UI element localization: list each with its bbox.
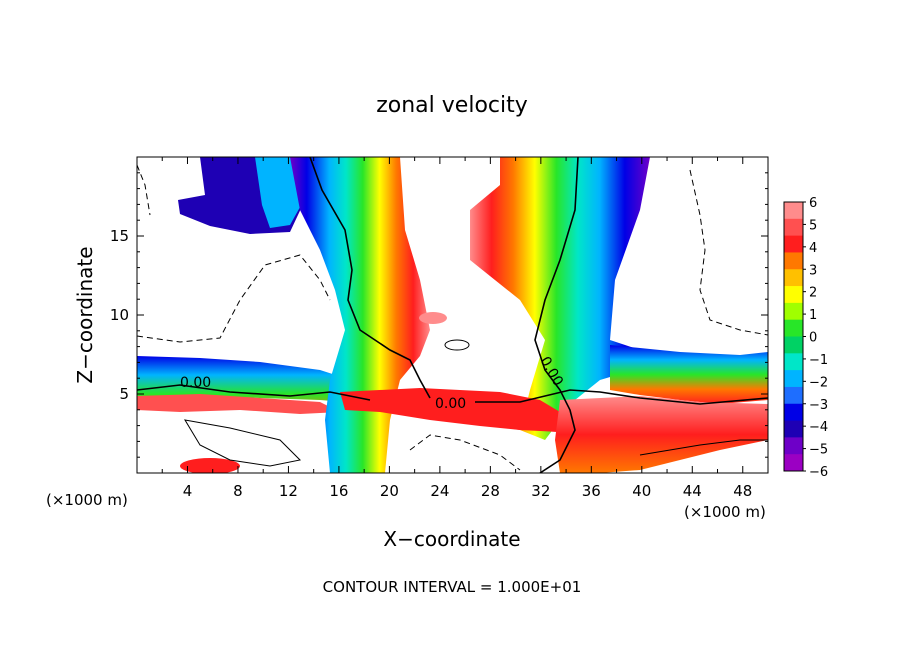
colorbar-segment <box>784 235 803 253</box>
contour-solid-lower-left <box>184 419 302 467</box>
colorbar-label: 1 <box>809 308 817 323</box>
field-right-jet <box>470 157 650 440</box>
colorbar-segment <box>784 269 803 287</box>
x-tick-label: 28 <box>481 482 500 500</box>
contour-label-center: 0.00 <box>435 396 466 412</box>
contour-lower-right <box>639 439 768 456</box>
contour-zero-left <box>137 157 431 401</box>
field-upper-left-cap-inner <box>255 157 304 228</box>
colorbar-label: −1 <box>809 353 828 368</box>
colorbar-segment <box>784 286 803 304</box>
y-tick-label: 5 <box>119 385 129 403</box>
field-lower-right-red <box>555 396 768 473</box>
contour-zero-right <box>534 157 579 473</box>
x-tick-label: 4 <box>183 482 193 500</box>
x-unit-right: (×1000 m) <box>684 503 766 521</box>
x-tick-label: 36 <box>582 482 601 500</box>
y-axis-ticks: 5 10 15 <box>110 172 768 458</box>
colorbar-segment <box>784 403 803 422</box>
contour-dashed-upper <box>137 254 331 343</box>
x-tick-label: 8 <box>233 482 243 500</box>
colorbar-label: 3 <box>809 263 817 278</box>
y-tick-label: 15 <box>110 227 129 245</box>
colorbar-segment <box>784 420 803 438</box>
x-axis-label: X−coordinate <box>383 527 520 551</box>
x-unit-left: (×1000 m) <box>46 491 128 509</box>
x-axis-ticks: 4 8 12 16 20 24 28 32 36 40 44 48 <box>161 157 752 500</box>
colorbar: 6 5 4 3 2 1 0 −1 −2 −3 −4 −5 −6 <box>783 196 828 480</box>
contour-label-left: 0.00 <box>180 375 211 391</box>
contour-small-loop <box>444 339 470 351</box>
colorbar-segment <box>784 336 803 354</box>
colorbar-segment <box>784 302 803 321</box>
contour-dashed-lower <box>409 434 521 471</box>
colorbar-label: 4 <box>809 241 817 256</box>
colorbar-label: 6 <box>809 196 817 211</box>
field-lower-red <box>340 388 560 432</box>
x-tick-label: 12 <box>279 482 298 500</box>
colorbar-label: −5 <box>809 443 828 458</box>
colorbar-label: 5 <box>809 218 817 233</box>
colorbar-segment <box>784 319 803 337</box>
colorbar-label: 2 <box>809 286 817 301</box>
contour-dashed-right <box>689 169 768 336</box>
x-tick-label: 48 <box>733 482 752 500</box>
colorbar-segment <box>784 386 803 405</box>
colorbar-segment <box>784 202 803 220</box>
y-axis-label: Z−coordinate <box>73 246 97 383</box>
colorbar-label: −4 <box>809 420 828 435</box>
footer-contour-interval: CONTOUR INTERVAL = 1.000E+01 <box>323 578 582 596</box>
colorbar-label: −3 <box>809 398 828 413</box>
field-right-band <box>610 345 768 404</box>
x-tick-label: 20 <box>380 482 399 500</box>
chart-title: zonal velocity <box>376 93 528 118</box>
colorbar-segment <box>784 353 803 371</box>
colorbar-segment <box>784 218 803 237</box>
contour-zero-center <box>475 389 768 405</box>
field-bottom-red-patch <box>180 458 240 473</box>
colorbar-segment <box>784 437 803 455</box>
colorbar-label: −6 <box>809 465 828 480</box>
x-tick-label: 44 <box>683 482 702 500</box>
field-pink-blob <box>419 312 447 324</box>
contour-dashed-left-top <box>137 164 151 216</box>
x-tick-label: 32 <box>531 482 550 500</box>
x-tick-label: 40 <box>632 482 651 500</box>
contour-lines <box>137 157 768 473</box>
colorbar-label: −2 <box>809 375 828 390</box>
heatmap-field <box>137 157 768 473</box>
field-surface-left <box>137 394 340 414</box>
colorbar-label: 0 <box>809 331 817 346</box>
y-tick-label: 10 <box>110 306 129 324</box>
x-tick-label: 16 <box>329 482 348 500</box>
x-tick-label: 24 <box>430 482 449 500</box>
field-left-jet <box>290 157 430 473</box>
colorbar-segment <box>784 252 803 270</box>
colorbar-segment <box>784 454 803 472</box>
colorbar-segment <box>784 370 803 388</box>
